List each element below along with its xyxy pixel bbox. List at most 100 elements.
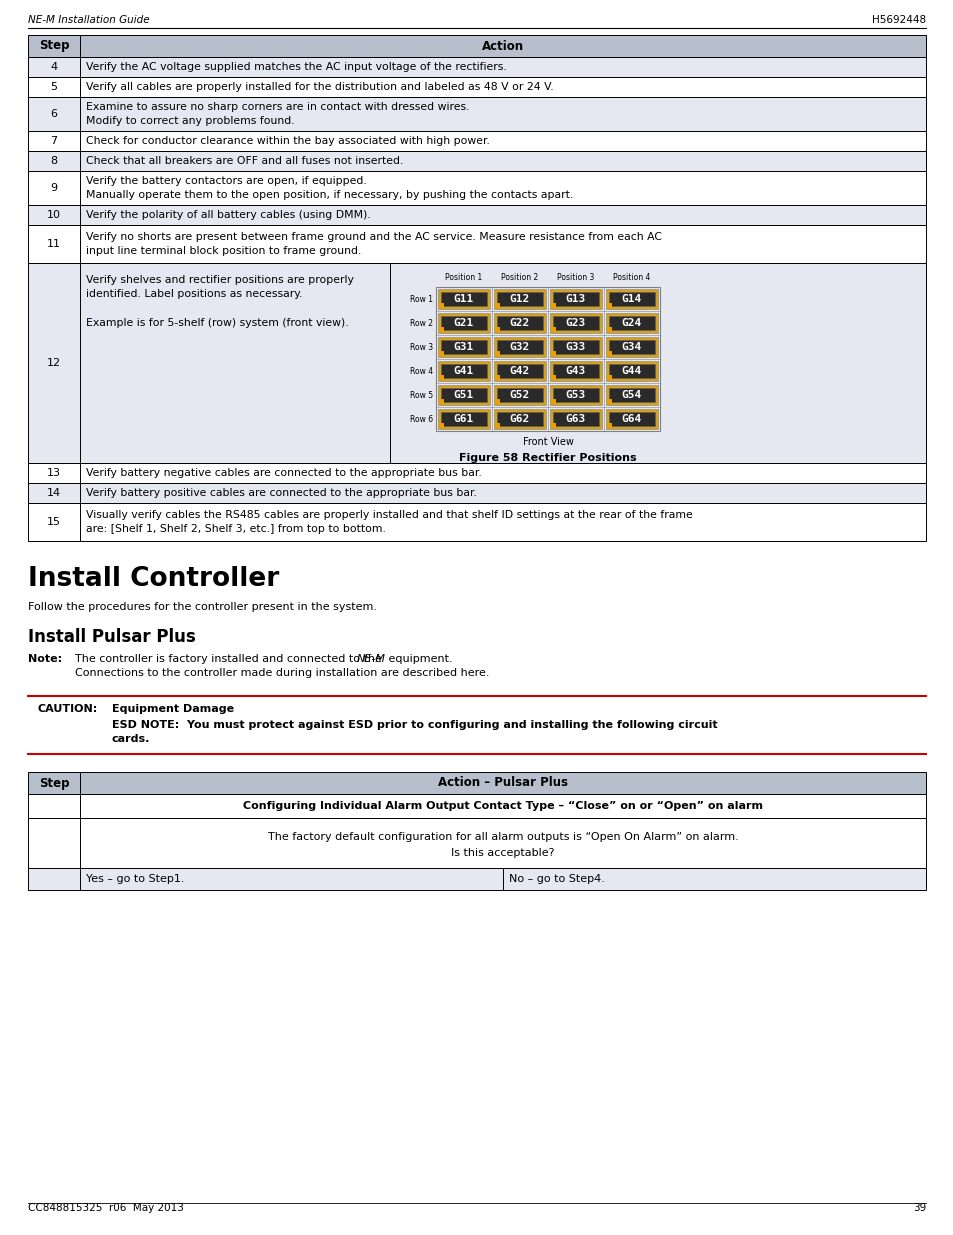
Bar xyxy=(28,868,925,890)
Bar xyxy=(28,772,925,794)
Bar xyxy=(437,312,490,333)
Text: 6: 6 xyxy=(51,109,57,119)
Bar xyxy=(494,337,545,357)
Text: G23: G23 xyxy=(565,317,585,329)
Bar xyxy=(28,170,925,205)
Text: The controller is factory installed and connected to the: The controller is factory installed and … xyxy=(75,655,385,664)
Text: Row 1: Row 1 xyxy=(410,294,433,304)
Bar xyxy=(606,327,612,332)
Bar xyxy=(550,312,601,333)
Bar xyxy=(494,409,545,429)
Bar xyxy=(550,409,601,429)
Text: G54: G54 xyxy=(621,390,641,400)
Bar xyxy=(553,388,598,403)
Text: G24: G24 xyxy=(621,317,641,329)
Text: Verify shelves and rectifier positions are properly
identified. Label positions : Verify shelves and rectifier positions a… xyxy=(86,275,354,329)
Text: Verify the polarity of all battery cables (using DMM).: Verify the polarity of all battery cable… xyxy=(86,210,371,220)
Bar xyxy=(550,289,601,309)
Bar xyxy=(28,225,925,263)
Bar xyxy=(497,388,542,403)
Text: Row 5: Row 5 xyxy=(410,390,433,399)
Bar xyxy=(438,399,443,404)
Text: The factory default configuration for all alarm outputs is “Open On Alarm” on al: The factory default configuration for al… xyxy=(268,832,738,842)
Bar xyxy=(553,364,598,378)
Text: 11: 11 xyxy=(47,240,61,249)
Text: Note:: Note: xyxy=(28,655,62,664)
Text: H5692448: H5692448 xyxy=(871,15,925,25)
Bar xyxy=(605,312,658,333)
Text: G53: G53 xyxy=(565,390,585,400)
Bar xyxy=(553,340,598,354)
Bar xyxy=(551,327,556,332)
Bar xyxy=(608,316,655,330)
Text: G61: G61 xyxy=(454,414,474,424)
Bar xyxy=(495,303,499,308)
Bar xyxy=(437,289,490,309)
Bar xyxy=(28,77,925,98)
Bar xyxy=(551,351,556,356)
Bar xyxy=(550,337,601,357)
Bar xyxy=(608,364,655,378)
Bar xyxy=(497,291,542,306)
Bar xyxy=(608,340,655,354)
Text: G44: G44 xyxy=(621,366,641,375)
Text: 8: 8 xyxy=(51,156,57,165)
Text: 14: 14 xyxy=(47,488,61,498)
Bar xyxy=(608,291,655,306)
Bar xyxy=(440,316,486,330)
Bar xyxy=(28,818,925,868)
Bar xyxy=(440,340,486,354)
Text: Action – Pulsar Plus: Action – Pulsar Plus xyxy=(437,777,567,789)
Text: Is this acceptable?: Is this acceptable? xyxy=(451,848,554,858)
Text: G42: G42 xyxy=(509,366,530,375)
Text: 9: 9 xyxy=(51,183,57,193)
Text: CC848815325  r06  May 2013: CC848815325 r06 May 2013 xyxy=(28,1203,184,1213)
Bar xyxy=(437,385,490,405)
Text: Position 2: Position 2 xyxy=(501,273,538,282)
Text: G62: G62 xyxy=(509,414,530,424)
Text: Verify the AC voltage supplied matches the AC input voltage of the rectifiers.: Verify the AC voltage supplied matches t… xyxy=(86,62,506,72)
Bar xyxy=(606,351,612,356)
Text: NE-M: NE-M xyxy=(356,655,386,664)
Text: 5: 5 xyxy=(51,82,57,91)
Bar xyxy=(440,388,486,403)
Bar xyxy=(608,388,655,403)
Text: Verify battery positive cables are connected to the appropriate bus bar.: Verify battery positive cables are conne… xyxy=(86,488,476,498)
Text: Verify all cables are properly installed for the distribution and labeled as 48 : Verify all cables are properly installed… xyxy=(86,82,553,91)
Text: 12: 12 xyxy=(47,358,61,368)
Text: G43: G43 xyxy=(565,366,585,375)
Bar xyxy=(605,385,658,405)
Text: CAUTION:: CAUTION: xyxy=(38,704,98,714)
Text: Position 4: Position 4 xyxy=(613,273,650,282)
Text: G11: G11 xyxy=(454,294,474,304)
Text: Check that all breakers are OFF and all fuses not inserted.: Check that all breakers are OFF and all … xyxy=(86,156,403,165)
Text: G41: G41 xyxy=(454,366,474,375)
Text: Verify the battery contactors are open, if equipped.
Manually operate them to th: Verify the battery contactors are open, … xyxy=(86,177,573,200)
Bar xyxy=(28,98,925,131)
Text: G13: G13 xyxy=(565,294,585,304)
Text: Step: Step xyxy=(39,40,70,53)
Bar xyxy=(605,289,658,309)
Bar xyxy=(605,361,658,382)
Text: NE-M Installation Guide: NE-M Installation Guide xyxy=(28,15,150,25)
Text: Step: Step xyxy=(39,777,70,789)
Bar xyxy=(606,375,612,380)
Bar xyxy=(440,364,486,378)
Text: G32: G32 xyxy=(509,342,530,352)
Bar xyxy=(497,340,542,354)
Text: G14: G14 xyxy=(621,294,641,304)
Text: Row 4: Row 4 xyxy=(410,367,433,375)
Text: Install Pulsar Plus: Install Pulsar Plus xyxy=(28,629,195,646)
Text: Row 2: Row 2 xyxy=(410,319,433,327)
Text: Follow the procedures for the controller present in the system.: Follow the procedures for the controller… xyxy=(28,601,376,613)
Bar xyxy=(550,361,601,382)
Bar xyxy=(28,263,925,463)
Bar xyxy=(438,327,443,332)
Text: G52: G52 xyxy=(509,390,530,400)
Text: G31: G31 xyxy=(454,342,474,352)
Bar xyxy=(438,351,443,356)
Text: Position 3: Position 3 xyxy=(557,273,594,282)
Text: Position 1: Position 1 xyxy=(445,273,482,282)
Bar xyxy=(497,412,542,426)
Text: Visually verify cables the RS485 cables are properly installed and that shelf ID: Visually verify cables the RS485 cables … xyxy=(86,510,692,534)
